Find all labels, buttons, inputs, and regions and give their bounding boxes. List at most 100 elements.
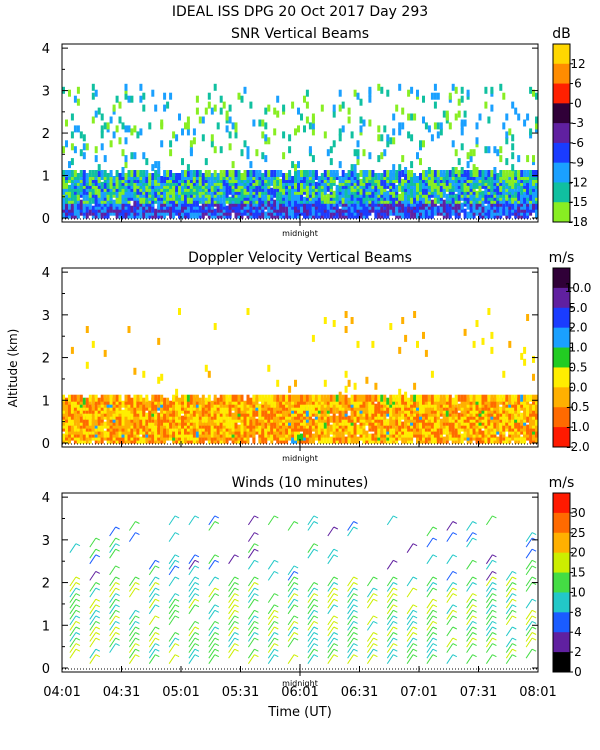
data-cell <box>472 205 476 213</box>
data-cell <box>433 196 437 204</box>
data-cell <box>460 119 464 127</box>
wind-barb <box>148 615 156 626</box>
data-cell <box>178 308 181 315</box>
data-cell <box>386 418 390 426</box>
data-cell <box>148 122 152 130</box>
wind-barb-flag <box>174 532 180 536</box>
data-cell <box>210 140 214 148</box>
data-cell <box>439 394 443 402</box>
wind-barb-flag <box>274 632 279 635</box>
data-cell <box>529 394 533 402</box>
data-cell <box>395 424 399 432</box>
data-cell <box>341 418 345 426</box>
data-cell <box>320 193 324 201</box>
data-cell <box>338 208 342 216</box>
data-cell <box>178 409 181 417</box>
data-cell <box>442 170 446 177</box>
data-cell <box>97 196 101 204</box>
data-cell <box>451 167 455 174</box>
data-cell <box>267 199 271 207</box>
data-cell <box>436 427 440 435</box>
wind-barb <box>228 587 236 598</box>
data-cell <box>175 394 179 402</box>
wind-barb-flag <box>194 604 200 608</box>
wind-barb-flag <box>234 554 239 558</box>
wind-barb <box>228 604 236 615</box>
wind-barb-flag <box>214 576 220 580</box>
wind-barb <box>109 593 117 603</box>
colorbar-tick-label: 1.0 <box>568 341 587 355</box>
data-cell <box>124 173 128 180</box>
data-cell <box>79 149 83 157</box>
data-cell <box>535 170 538 177</box>
data-cell <box>276 170 280 177</box>
colorbar-swatch <box>553 307 570 329</box>
data-cell <box>469 181 473 189</box>
data-cell <box>436 205 440 213</box>
data-cell <box>234 131 238 139</box>
data-cell <box>210 409 214 417</box>
wind-barb <box>89 587 97 598</box>
data-cell <box>204 158 208 166</box>
data-cell <box>353 149 357 157</box>
wind-barb <box>109 621 117 631</box>
wind-barb <box>128 610 136 620</box>
data-cell <box>484 193 488 201</box>
data-cell <box>478 394 482 402</box>
data-cell <box>249 101 253 109</box>
data-cell <box>118 424 122 432</box>
data-cell <box>520 436 524 444</box>
wind-barb <box>267 643 275 653</box>
data-cell <box>297 161 300 169</box>
data-cell <box>424 394 428 402</box>
data-cell <box>62 170 65 177</box>
data-cell <box>404 421 408 429</box>
wind-barb <box>228 626 236 637</box>
data-cell <box>505 131 509 139</box>
data-cell <box>380 86 384 94</box>
colorbar-swatch <box>553 103 570 124</box>
wind-barb-flag <box>75 543 81 547</box>
data-cell <box>451 196 455 204</box>
data-cell <box>94 412 98 420</box>
data-cell <box>73 170 77 177</box>
data-cell <box>419 433 422 441</box>
data-cell <box>142 370 146 378</box>
wind-barb <box>267 610 275 620</box>
data-cell <box>91 205 95 213</box>
wind-barb-flag <box>135 582 140 585</box>
data-cell <box>419 400 422 408</box>
data-cell <box>380 134 384 142</box>
data-cell <box>121 202 125 210</box>
data-cell <box>82 152 86 160</box>
data-cell <box>300 170 303 177</box>
wind-barb <box>109 526 117 537</box>
data-cell <box>371 178 375 186</box>
data-cell <box>172 421 176 429</box>
data-cell <box>487 308 491 315</box>
data-cell <box>424 436 428 444</box>
data-cell <box>121 167 125 174</box>
data-cell <box>100 181 104 189</box>
data-cell <box>115 181 119 189</box>
data-cell <box>297 193 300 201</box>
data-cell <box>404 391 408 399</box>
data-cell <box>127 418 131 426</box>
colorbar-unit: m/s <box>549 250 575 266</box>
wind-barb <box>89 598 97 609</box>
wind-barb-flag <box>194 654 200 658</box>
data-cell <box>344 394 348 402</box>
wind-barb-flag <box>75 632 81 635</box>
wind-barb-flag <box>194 620 200 624</box>
wind-barb <box>188 576 196 587</box>
data-cell <box>353 394 357 402</box>
data-cell <box>329 394 333 402</box>
data-cell <box>264 394 268 402</box>
colorbar-swatch <box>553 123 570 144</box>
data-cell <box>103 430 107 438</box>
data-cell <box>457 110 461 118</box>
data-cell <box>240 421 244 429</box>
wind-barb <box>148 587 156 598</box>
wind-barb-flag <box>115 576 120 580</box>
wind-barb-flag <box>174 554 180 558</box>
